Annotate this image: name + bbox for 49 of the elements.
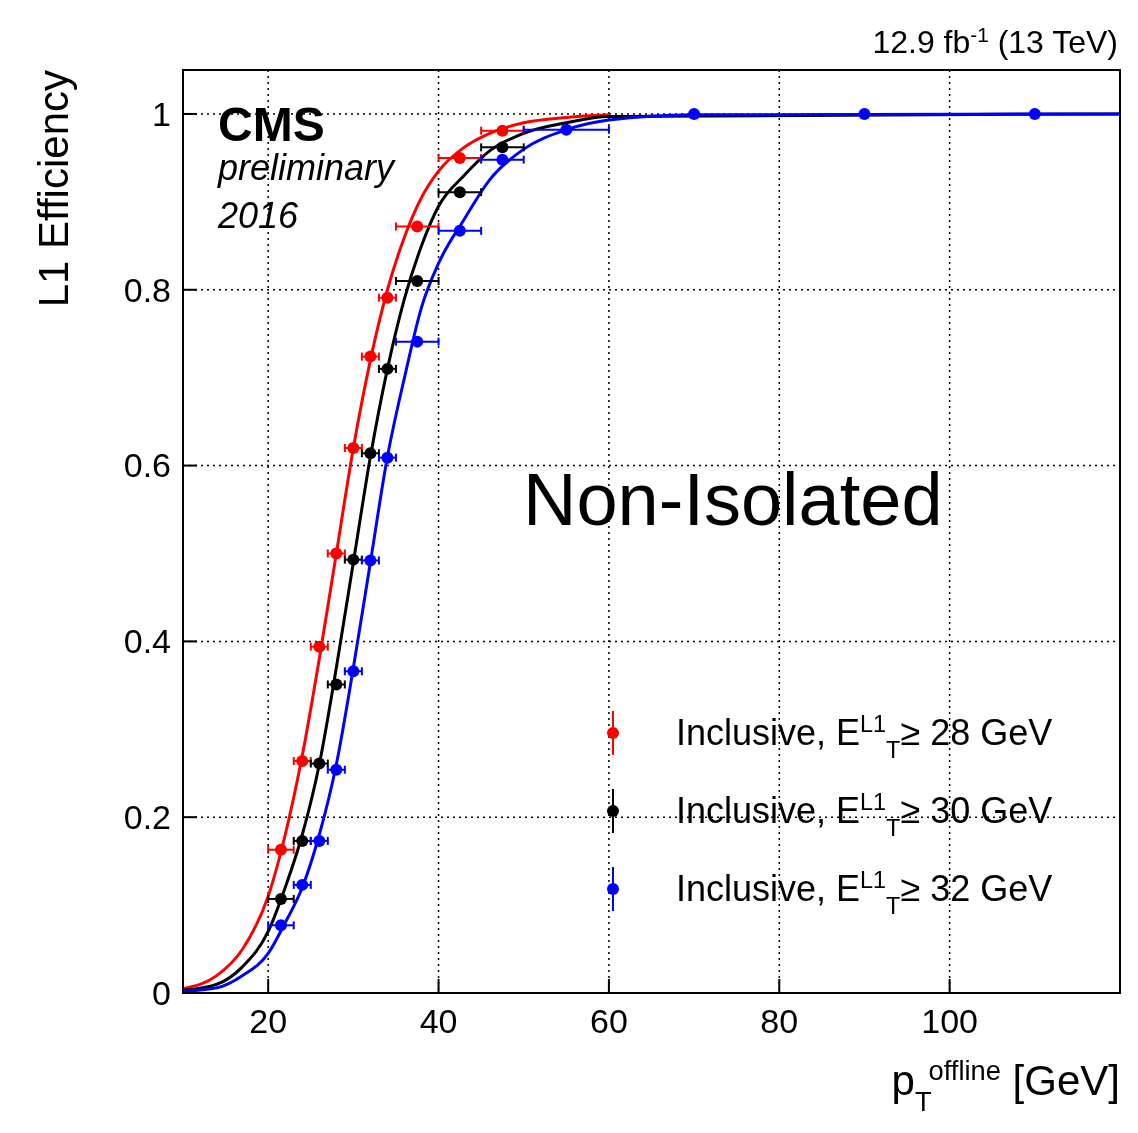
point	[330, 547, 343, 560]
point	[347, 665, 360, 678]
point	[453, 224, 466, 237]
point	[274, 843, 287, 856]
point	[313, 640, 326, 653]
y-tick-label: 0.2	[123, 798, 171, 837]
legend-label: Inclusive, E$^{L1}$$_{T}$≥ 32 GeV	[676, 867, 1053, 919]
legend-label: Inclusive, E$^{L1}$$_{T}$≥ 28 GeV	[676, 711, 1053, 763]
point	[411, 335, 424, 348]
y-tick-label: 0.8	[123, 270, 171, 309]
x-tick-label: 100	[921, 1002, 978, 1040]
legend-label: Inclusive, E$^{L1}$$_{T}$≥ 30 GeV	[676, 789, 1053, 841]
y-tick-label: 0.4	[123, 622, 171, 661]
point	[330, 678, 343, 691]
point	[296, 878, 309, 891]
x-axis-title: p$_{T}$$^{offline}$ [GeV]	[891, 1054, 1120, 1117]
point	[274, 919, 287, 932]
point	[858, 107, 871, 120]
y-tick-label: 0	[152, 973, 171, 1012]
x-tick-label: 80	[760, 1002, 799, 1040]
point	[411, 274, 424, 287]
x-tick-label: 40	[419, 1002, 458, 1040]
y-axis-title: L1 Efficiency	[30, 70, 77, 308]
point	[313, 834, 326, 847]
point	[560, 123, 573, 136]
point	[381, 451, 394, 464]
point	[1028, 107, 1041, 120]
x-tick-label: 20	[249, 1002, 288, 1040]
point	[347, 441, 360, 454]
point	[364, 350, 377, 363]
annotation: 2016	[217, 195, 300, 236]
point	[411, 220, 424, 233]
point	[330, 763, 343, 776]
point	[496, 153, 509, 166]
point	[453, 186, 466, 199]
point	[274, 892, 287, 905]
y-tick-label: 0.6	[123, 446, 171, 485]
annotation: Non-Isolated	[523, 458, 943, 541]
point	[496, 141, 509, 154]
point	[313, 757, 326, 770]
x-tick-label: 60	[590, 1002, 628, 1040]
point	[453, 151, 466, 164]
point	[381, 362, 394, 375]
point	[381, 291, 394, 304]
chart-title: 12.9 fb$^{-1}$ (13 TeV)	[872, 22, 1118, 60]
point	[364, 554, 377, 567]
point	[688, 107, 701, 120]
y-tick-label: 1	[152, 94, 171, 133]
point	[496, 124, 509, 137]
